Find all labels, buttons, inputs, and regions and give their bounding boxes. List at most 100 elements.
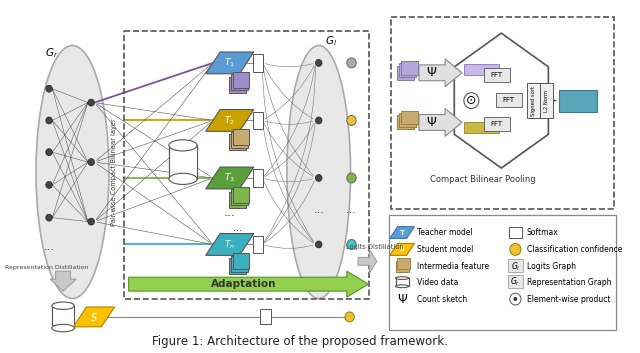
- Text: Adaptation: Adaptation: [211, 279, 276, 289]
- Ellipse shape: [287, 46, 351, 299]
- Text: T: T: [399, 229, 404, 235]
- FancyBboxPatch shape: [253, 112, 262, 129]
- Polygon shape: [390, 227, 415, 239]
- Polygon shape: [419, 59, 462, 87]
- Text: $G_r$: $G_r$: [45, 46, 58, 60]
- FancyBboxPatch shape: [527, 83, 540, 119]
- Polygon shape: [358, 250, 377, 273]
- Circle shape: [316, 241, 322, 248]
- Text: $\Psi$: $\Psi$: [397, 293, 408, 306]
- Text: Logits Graph: Logits Graph: [527, 262, 575, 271]
- FancyBboxPatch shape: [229, 77, 246, 93]
- FancyBboxPatch shape: [396, 278, 408, 286]
- Text: Representation Distillation: Representation Distillation: [5, 265, 89, 270]
- Ellipse shape: [169, 173, 197, 184]
- Circle shape: [88, 218, 95, 225]
- FancyBboxPatch shape: [464, 64, 499, 75]
- Text: ⊙: ⊙: [466, 94, 477, 107]
- Circle shape: [46, 85, 52, 92]
- Ellipse shape: [396, 285, 408, 288]
- Text: FFT: FFT: [503, 97, 515, 103]
- FancyBboxPatch shape: [397, 66, 414, 80]
- Text: Element-wise product: Element-wise product: [527, 294, 610, 304]
- FancyBboxPatch shape: [484, 118, 509, 131]
- FancyBboxPatch shape: [508, 259, 523, 272]
- FancyBboxPatch shape: [559, 90, 597, 112]
- Circle shape: [88, 99, 95, 106]
- Circle shape: [345, 312, 355, 322]
- Text: Classification confidence: Classification confidence: [527, 245, 622, 254]
- FancyBboxPatch shape: [509, 227, 522, 238]
- Text: Video data: Video data: [417, 278, 458, 287]
- Circle shape: [46, 149, 52, 156]
- FancyBboxPatch shape: [253, 235, 262, 253]
- Polygon shape: [205, 167, 254, 189]
- Circle shape: [88, 158, 95, 166]
- Polygon shape: [129, 271, 369, 297]
- FancyBboxPatch shape: [253, 169, 262, 187]
- Circle shape: [464, 93, 479, 108]
- Bar: [396, 278, 408, 286]
- Circle shape: [347, 58, 356, 68]
- FancyBboxPatch shape: [253, 54, 262, 72]
- Text: Teacher model: Teacher model: [417, 228, 473, 237]
- Text: Count sketch: Count sketch: [417, 294, 467, 304]
- FancyBboxPatch shape: [396, 261, 408, 272]
- Text: ...: ...: [314, 205, 324, 215]
- Text: Signed sort: Signed sort: [531, 85, 536, 116]
- Polygon shape: [419, 108, 462, 136]
- FancyBboxPatch shape: [399, 113, 416, 127]
- Ellipse shape: [169, 140, 197, 151]
- Ellipse shape: [36, 46, 109, 299]
- FancyBboxPatch shape: [229, 134, 246, 150]
- Text: Student model: Student model: [417, 245, 474, 254]
- Text: Softmax: Softmax: [527, 228, 558, 237]
- Text: $T_{3}$: $T_{3}$: [224, 172, 236, 184]
- Text: FFT: FFT: [491, 72, 502, 78]
- Text: $T_n$: $T_n$: [224, 238, 236, 251]
- FancyBboxPatch shape: [401, 110, 418, 124]
- FancyBboxPatch shape: [399, 64, 416, 77]
- Text: ...: ...: [346, 205, 357, 215]
- Circle shape: [316, 174, 322, 181]
- FancyBboxPatch shape: [232, 187, 250, 203]
- FancyBboxPatch shape: [496, 93, 522, 107]
- Circle shape: [46, 214, 52, 221]
- Circle shape: [347, 239, 356, 250]
- Circle shape: [46, 117, 52, 124]
- Text: Compact Bilinear Pooling: Compact Bilinear Pooling: [430, 175, 536, 185]
- FancyBboxPatch shape: [232, 253, 250, 269]
- Bar: [169, 145, 197, 179]
- Bar: [52, 306, 74, 328]
- Text: $S$: $S$: [90, 311, 98, 323]
- Text: $T_{1}$: $T_{1}$: [224, 56, 236, 69]
- Text: $\Psi$: $\Psi$: [426, 116, 438, 129]
- FancyBboxPatch shape: [230, 132, 248, 148]
- FancyBboxPatch shape: [232, 129, 250, 145]
- Text: $G_l$: $G_l$: [511, 260, 520, 273]
- FancyBboxPatch shape: [230, 190, 248, 205]
- FancyBboxPatch shape: [540, 83, 553, 119]
- Polygon shape: [390, 244, 415, 255]
- Polygon shape: [205, 234, 254, 255]
- Text: FFT: FFT: [491, 121, 502, 127]
- Text: L2 Norm: L2 Norm: [544, 89, 548, 112]
- Circle shape: [46, 181, 52, 189]
- FancyBboxPatch shape: [464, 122, 499, 133]
- Circle shape: [316, 117, 322, 124]
- Text: $\Psi$: $\Psi$: [426, 66, 438, 79]
- FancyBboxPatch shape: [508, 275, 523, 288]
- Polygon shape: [205, 52, 254, 74]
- Text: S: S: [399, 246, 404, 252]
- Circle shape: [316, 59, 322, 66]
- FancyBboxPatch shape: [397, 258, 410, 269]
- Polygon shape: [205, 109, 254, 131]
- Text: ...: ...: [44, 243, 54, 252]
- FancyBboxPatch shape: [484, 68, 509, 82]
- FancyBboxPatch shape: [401, 61, 418, 75]
- FancyBboxPatch shape: [397, 115, 414, 129]
- Polygon shape: [454, 33, 548, 168]
- Circle shape: [509, 293, 521, 305]
- Text: Logits Distillation: Logits Distillation: [346, 244, 404, 250]
- Polygon shape: [74, 307, 115, 327]
